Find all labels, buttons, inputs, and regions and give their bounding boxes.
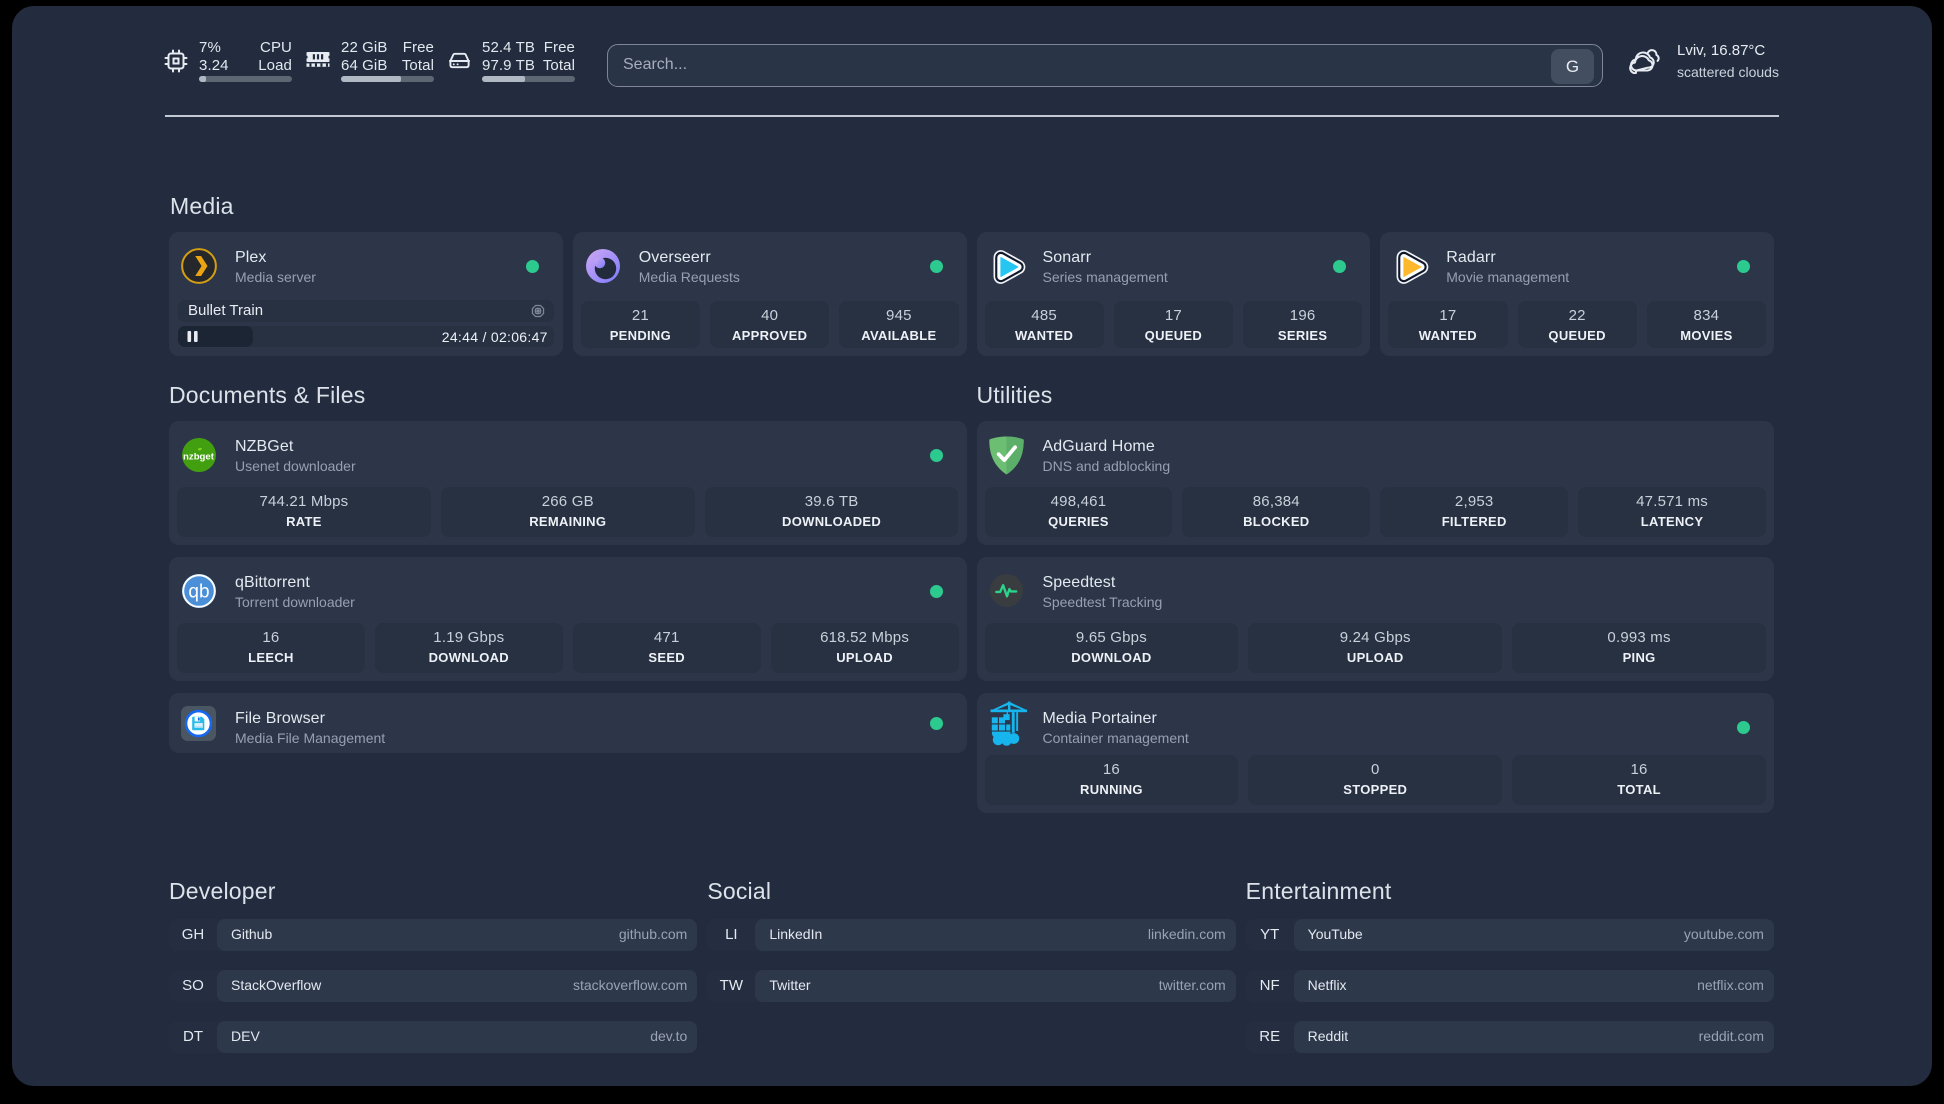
svg-text:nzbget: nzbget xyxy=(183,452,215,463)
svg-text:qb: qb xyxy=(188,582,209,603)
